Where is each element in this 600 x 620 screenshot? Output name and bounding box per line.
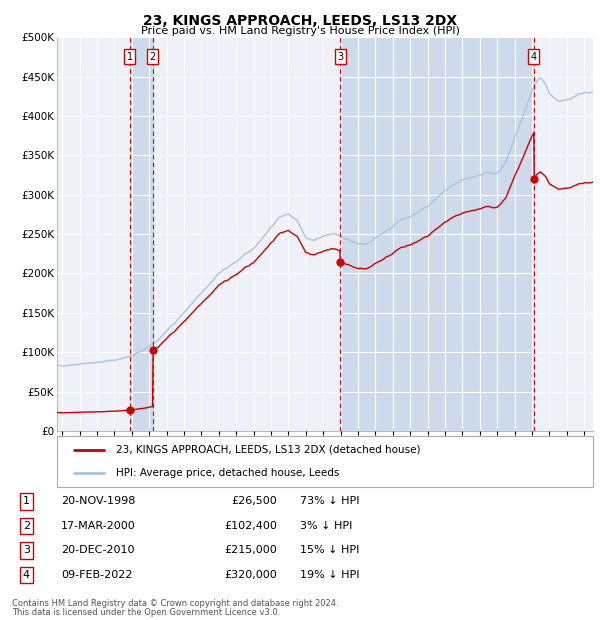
Text: 1: 1 [127, 52, 133, 62]
Text: £215,000: £215,000 [224, 546, 277, 556]
Text: 20-DEC-2010: 20-DEC-2010 [61, 546, 134, 556]
Text: 3% ↓ HPI: 3% ↓ HPI [300, 521, 352, 531]
Text: £26,500: £26,500 [231, 497, 277, 507]
Text: £102,400: £102,400 [224, 521, 277, 531]
Text: 2: 2 [150, 52, 156, 62]
Text: 15% ↓ HPI: 15% ↓ HPI [300, 546, 359, 556]
Bar [130, 37, 153, 431]
Text: 3: 3 [23, 546, 30, 556]
Text: Price paid vs. HM Land Registry's House Price Index (HPI): Price paid vs. HM Land Registry's House … [140, 26, 460, 36]
Text: 20-NOV-1998: 20-NOV-1998 [61, 497, 136, 507]
Text: 4: 4 [23, 570, 30, 580]
Text: HPI: Average price, detached house, Leeds: HPI: Average price, detached house, Leed… [116, 468, 340, 478]
Text: 19% ↓ HPI: 19% ↓ HPI [300, 570, 359, 580]
Text: 23, KINGS APPROACH, LEEDS, LS13 2DX (detached house): 23, KINGS APPROACH, LEEDS, LS13 2DX (det… [116, 445, 421, 454]
Text: £320,000: £320,000 [224, 570, 277, 580]
Text: 73% ↓ HPI: 73% ↓ HPI [300, 497, 359, 507]
Text: 2: 2 [23, 521, 30, 531]
Text: 1: 1 [23, 497, 30, 507]
Bar [340, 37, 534, 431]
Text: 17-MAR-2000: 17-MAR-2000 [61, 521, 136, 531]
Text: Contains HM Land Registry data © Crown copyright and database right 2024.: Contains HM Land Registry data © Crown c… [12, 600, 338, 608]
Text: 23, KINGS APPROACH, LEEDS, LS13 2DX: 23, KINGS APPROACH, LEEDS, LS13 2DX [143, 14, 457, 29]
Text: 09-FEB-2022: 09-FEB-2022 [61, 570, 133, 580]
Text: This data is licensed under the Open Government Licence v3.0.: This data is licensed under the Open Gov… [12, 608, 280, 617]
Text: 4: 4 [531, 52, 537, 62]
Text: 3: 3 [337, 52, 343, 62]
